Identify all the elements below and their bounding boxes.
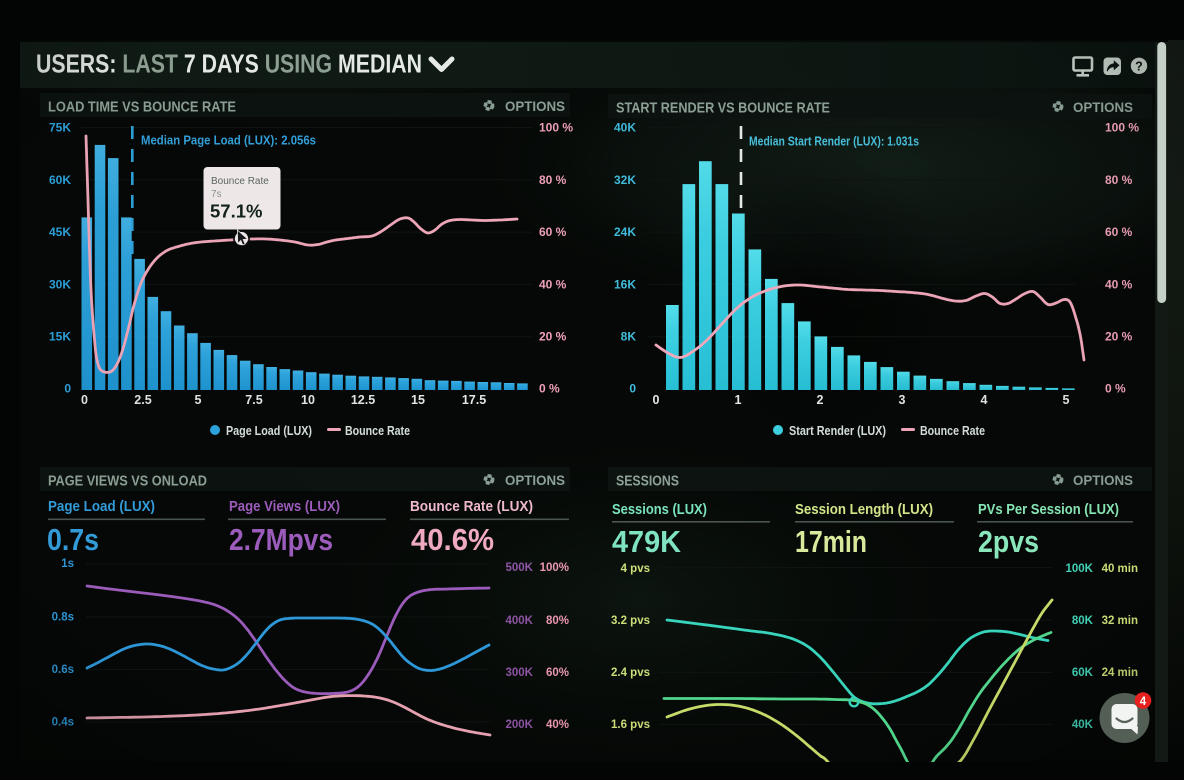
svg-text:4: 4 [1140, 696, 1147, 708]
